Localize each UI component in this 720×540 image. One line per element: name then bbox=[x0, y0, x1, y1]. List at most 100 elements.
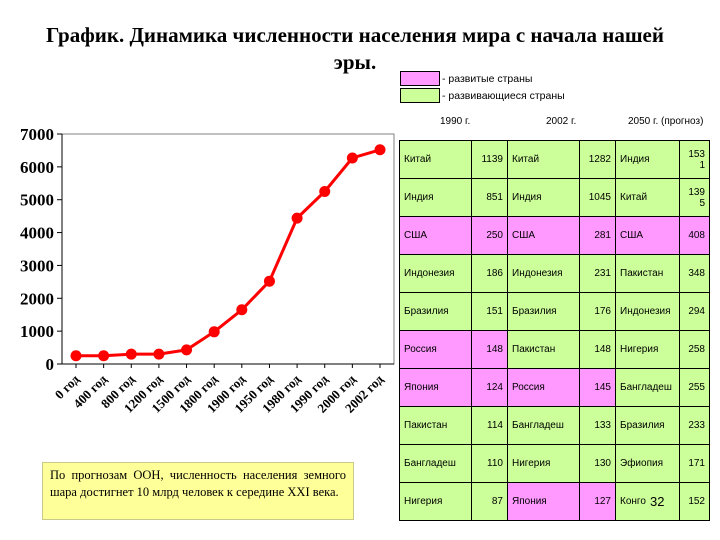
value-1990-cell: 110 bbox=[471, 444, 508, 483]
value-1990-cell: 124 bbox=[471, 368, 508, 407]
page-number: 32 bbox=[650, 494, 665, 509]
legend-swatch-developed bbox=[400, 71, 440, 86]
header-2050: 2050 г. (прогноз) bbox=[628, 116, 704, 127]
table-row: Россия 148 Пакистан 148 Нигерия 258 bbox=[399, 330, 710, 369]
table-row: Нигерия 87 Япония 127 Конго 152 bbox=[399, 482, 710, 521]
header-1990: 1990 г. bbox=[440, 116, 471, 127]
value-1990-cell: 114 bbox=[471, 406, 508, 445]
country-2050-cell: Индия bbox=[615, 140, 680, 179]
value-2002-cell: 130 bbox=[579, 444, 616, 483]
country-2002-cell: Индия bbox=[507, 178, 580, 217]
value-2050-cell: 171 bbox=[679, 444, 710, 483]
value-1990-cell: 250 bbox=[471, 216, 508, 255]
legend-swatch-developing bbox=[400, 88, 440, 103]
table-row: Япония 124 Россия 145 Бангладеш 255 bbox=[399, 368, 710, 407]
data-point bbox=[208, 326, 220, 338]
country-2002-cell: Нигерия bbox=[507, 444, 580, 483]
value-1990-cell: 148 bbox=[471, 330, 508, 369]
un-forecast-note: По прогнозам ООН, численность населения … bbox=[42, 462, 354, 520]
legend: - развитые страны - развивающиеся страны bbox=[400, 70, 565, 104]
value-2002-cell: 1045 bbox=[579, 178, 616, 217]
y-tick-label: 7000 bbox=[20, 125, 54, 144]
country-2002-cell: Индонезия bbox=[507, 254, 580, 293]
country-1990-cell: Россия bbox=[399, 330, 472, 369]
value-2050-cell: 152 bbox=[679, 482, 710, 521]
y-tick-label: 4000 bbox=[20, 224, 54, 243]
data-point bbox=[98, 350, 110, 362]
country-1990-cell: Индия bbox=[399, 178, 472, 217]
country-1990-cell: Индонезия bbox=[399, 254, 472, 293]
table-row: Бангладеш 110 Нигерия 130 Эфиопия 171 bbox=[399, 444, 710, 483]
country-2050-cell: Бангладеш bbox=[615, 368, 680, 407]
country-1990-cell: Япония bbox=[399, 368, 472, 407]
country-1990-cell: Китай bbox=[399, 140, 472, 179]
value-1990-cell: 851 bbox=[471, 178, 508, 217]
table-row: Индия 851 Индия 1045 Китай 139 5 bbox=[399, 178, 710, 217]
value-2050-cell: 408 bbox=[679, 216, 710, 255]
country-2002-cell: Бразилия bbox=[507, 292, 580, 331]
country-2050-cell: Эфиопия bbox=[615, 444, 680, 483]
country-1990-cell: Бразилия bbox=[399, 292, 472, 331]
y-tick-label: 0 bbox=[46, 355, 55, 374]
country-2050-cell: Нигерия bbox=[615, 330, 680, 369]
value-2050-cell: 153 1 bbox=[679, 140, 710, 179]
value-2050-cell: 258 bbox=[679, 330, 710, 369]
table-row: Китай 1139 Китай 1282 Индия 153 1 bbox=[399, 140, 710, 179]
value-2002-cell: 148 bbox=[579, 330, 616, 369]
y-tick-label: 2000 bbox=[20, 289, 54, 308]
value-2002-cell: 176 bbox=[579, 292, 616, 331]
data-point bbox=[70, 350, 82, 362]
data-point bbox=[263, 275, 275, 287]
chart-title: График. Динамика численности населения м… bbox=[46, 23, 664, 74]
table-row: Пакистан 114 Бангладеш 133 Бразилия 233 bbox=[399, 406, 710, 445]
value-2002-cell: 127 bbox=[579, 482, 616, 521]
table-row: Бразилия 151 Бразилия 176 Индонезия 294 bbox=[399, 292, 710, 331]
value-2050-cell: 139 5 bbox=[679, 178, 710, 217]
country-1990-cell: Пакистан bbox=[399, 406, 472, 445]
value-2002-cell: 231 bbox=[579, 254, 616, 293]
table-header: 1990 г. 2002 г. 2050 г. (прогноз) bbox=[400, 116, 718, 140]
value-1990-cell: 1139 bbox=[471, 140, 508, 179]
value-2050-cell: 255 bbox=[679, 368, 710, 407]
country-2050-cell: Бразилия bbox=[615, 406, 680, 445]
value-1990-cell: 186 bbox=[471, 254, 508, 293]
country-2050-cell: США bbox=[615, 216, 680, 255]
data-point bbox=[319, 186, 331, 197]
table-row: США 250 США 281 США 408 bbox=[399, 216, 710, 255]
legend-item-developing: - развивающиеся страны bbox=[400, 87, 565, 104]
value-1990-cell: 87 bbox=[471, 482, 508, 521]
country-2002-cell: Япония bbox=[507, 482, 580, 521]
country-2050-cell: Пакистан bbox=[615, 254, 680, 293]
population-table: Китай 1139 Китай 1282 Индия 153 1 Индия 851 Инди… bbox=[399, 140, 710, 521]
country-2050-cell: Китай bbox=[615, 178, 680, 217]
y-tick-label: 5000 bbox=[20, 191, 54, 210]
value-2002-cell: 133 bbox=[579, 406, 616, 445]
y-tick-label: 6000 bbox=[20, 158, 54, 177]
country-2002-cell: Россия bbox=[507, 368, 580, 407]
value-2002-cell: 1282 bbox=[579, 140, 616, 179]
country-2050-cell: Конго bbox=[615, 482, 680, 521]
legend-label-developing: - развивающиеся страны bbox=[442, 89, 565, 102]
data-point bbox=[181, 344, 193, 356]
country-1990-cell: США bbox=[399, 216, 472, 255]
data-point bbox=[346, 152, 358, 164]
value-2050-cell: 348 bbox=[679, 254, 710, 293]
data-point bbox=[236, 304, 248, 316]
country-2002-cell: США bbox=[507, 216, 580, 255]
y-tick-label: 1000 bbox=[20, 322, 54, 341]
data-point bbox=[291, 212, 303, 224]
country-1990-cell: Нигерия bbox=[399, 482, 472, 521]
country-2002-cell: Бангладеш bbox=[507, 406, 580, 445]
y-tick-label: 3000 bbox=[20, 256, 54, 275]
data-point bbox=[125, 348, 137, 360]
data-point bbox=[153, 348, 165, 360]
data-point bbox=[374, 144, 386, 156]
table-row: Индонезия 186 Индонезия 231 Пакистан 348 bbox=[399, 254, 710, 293]
country-2050-cell: Индонезия bbox=[615, 292, 680, 331]
value-2002-cell: 281 bbox=[579, 216, 616, 255]
legend-item-developed: - развитые страны bbox=[400, 70, 565, 87]
value-2050-cell: 233 bbox=[679, 406, 710, 445]
value-2050-cell: 294 bbox=[679, 292, 710, 331]
country-1990-cell: Бангладеш bbox=[399, 444, 472, 483]
